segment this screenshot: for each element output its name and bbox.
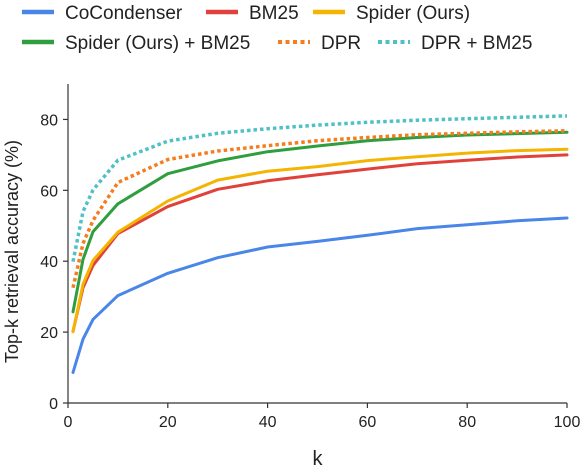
x-tick-label: 40 [259,414,277,431]
legend-label-5: DPR + BM25 [421,33,532,54]
x-tick-label: 60 [359,414,377,431]
y-tick-label: 60 [40,183,58,200]
legend-label-4: DPR [321,33,361,54]
y-tick-label: 80 [40,112,58,129]
x-tick-label: 80 [458,414,476,431]
legend-label-2: Spider (Ours) [356,3,470,24]
legend-label-0: CoCondenser [65,3,183,24]
y-tick-label: 20 [40,325,58,342]
series-line-1 [71,153,569,333]
series-line-0 [71,216,569,374]
x-tick-label: 20 [159,414,177,431]
series-line-4 [71,129,568,289]
series-line-5 [71,114,568,262]
x-tick-label: 100 [554,414,581,431]
series-line-3 [71,130,569,314]
legend-label-3: Spider (Ours) + BM25 [65,33,250,54]
legend-label-1: BM25 [249,3,299,24]
series-lines [71,114,569,374]
y-axis-label: Top-k retrieval accuracy (%) [2,140,22,363]
axes: 0 20 40 60 80 100 0 20 40 60 80 [40,84,580,431]
y-tick-label: 0 [49,396,58,413]
x-axis-label: k [313,448,324,470]
series-line-2 [71,147,569,334]
y-tick-label: 40 [40,254,58,271]
legend: CoCondenser BM25 Spider (Ours) Spider (Ours… [22,3,532,54]
x-tick-label: 0 [64,414,73,431]
